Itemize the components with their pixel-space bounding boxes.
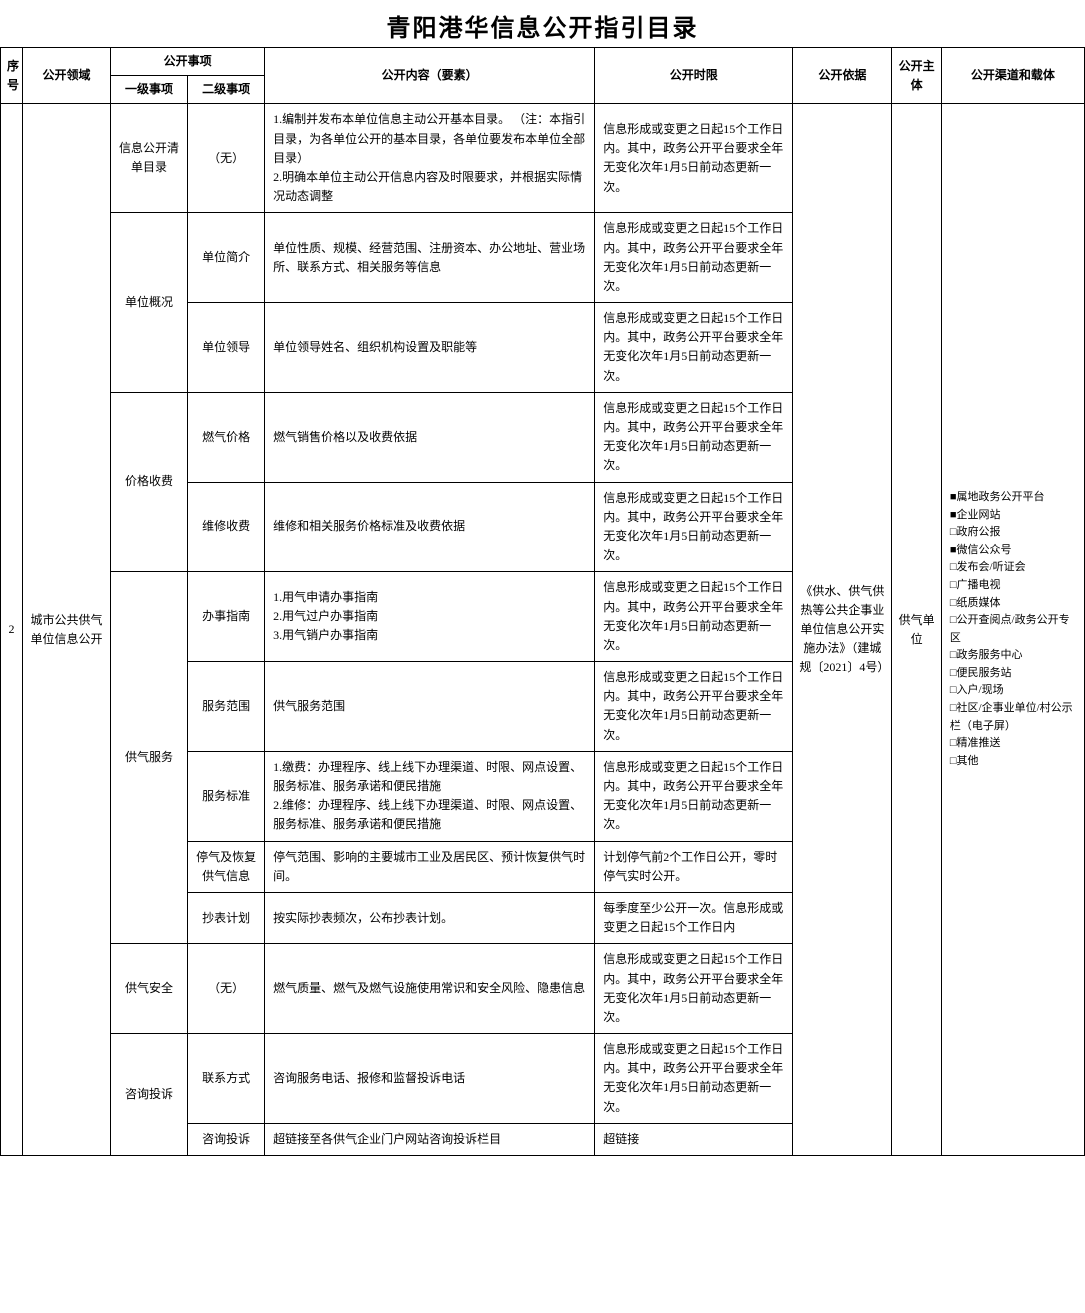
- cell-level2: 停气及恢复供气信息: [188, 841, 265, 892]
- cell-content: 按实际抄表频次，公布抄表计划。: [265, 892, 595, 943]
- cell-content: 维修和相关服务价格标准及收费依据: [265, 482, 595, 572]
- cell-content: 1.缴费：办理程序、线上线下办理渠道、时限、网点设置、服务标准、服务承诺和便民措…: [265, 751, 595, 841]
- cell-timing: 信息形成或变更之日起15个工作日内。其中，政务公开平台要求全年无变化次年1月5日…: [595, 1034, 793, 1124]
- header-basis: 公开依据: [793, 48, 892, 104]
- disclosure-table: 序号 公开领域 公开事项 公开内容（要素） 公开时限 公开依据 公开主体 公开渠…: [0, 47, 1085, 1156]
- cell-level2: 办事指南: [188, 572, 265, 662]
- cell-content: 单位性质、规模、经营范围、注册资本、办公地址、营业场所、联系方式、相关服务等信息: [265, 213, 595, 303]
- cell-level2: 单位领导: [188, 303, 265, 393]
- cell-timing: 信息形成或变更之日起15个工作日内。其中，政务公开平台要求全年无变化次年1月5日…: [595, 213, 793, 303]
- cell-level2: （无）: [188, 944, 265, 1034]
- cell-channel: ■属地政务公开平台 ■企业网站 □政府公报 ■微信公众号 □发布会/听证会 □广…: [941, 104, 1084, 1156]
- cell-timing: 信息形成或变更之日起15个工作日内。其中，政务公开平台要求全年无变化次年1月5日…: [595, 482, 793, 572]
- cell-level2: 服务标准: [188, 751, 265, 841]
- header-channel: 公开渠道和载体: [941, 48, 1084, 104]
- cell-timing: 信息形成或变更之日起15个工作日内。其中，政务公开平台要求全年无变化次年1月5日…: [595, 662, 793, 752]
- cell-timing: 信息形成或变更之日起15个工作日内。其中，政务公开平台要求全年无变化次年1月5日…: [595, 944, 793, 1034]
- header-matter: 公开事项: [111, 48, 265, 76]
- cell-level2: 服务范围: [188, 662, 265, 752]
- cell-timing: 超链接: [595, 1123, 793, 1155]
- cell-content: 单位领导姓名、组织机构设置及职能等: [265, 303, 595, 393]
- cell-domain: 城市公共供气单位信息公开: [23, 104, 111, 1156]
- cell-subject: 供气单位: [892, 104, 942, 1156]
- cell-content: 停气范围、影响的主要城市工业及居民区、预计恢复供气时间。: [265, 841, 595, 892]
- cell-level2: 单位简介: [188, 213, 265, 303]
- cell-content: 1.用气申请办事指南 2.用气过户办事指南 3.用气销户办事指南: [265, 572, 595, 662]
- header-seq: 序号: [1, 48, 23, 104]
- cell-level2: 维修收费: [188, 482, 265, 572]
- cell-content: 1.编制并发布本单位信息主动公开基本目录。 （注：本指引目录，为各单位公开的基本…: [265, 104, 595, 213]
- cell-level1: 单位概况: [111, 213, 188, 393]
- header-content: 公开内容（要素）: [265, 48, 595, 104]
- cell-content: 燃气质量、燃气及燃气设施使用常识和安全风险、隐患信息: [265, 944, 595, 1034]
- table-header: 序号 公开领域 公开事项 公开内容（要素） 公开时限 公开依据 公开主体 公开渠…: [1, 48, 1085, 104]
- cell-content: 咨询服务电话、报修和监督投诉电话: [265, 1034, 595, 1124]
- cell-seq: 2: [1, 104, 23, 1156]
- page-title: 青阳港华信息公开指引目录: [0, 0, 1085, 47]
- cell-level2: （无）: [188, 104, 265, 213]
- cell-level1: 供气服务: [111, 572, 188, 944]
- cell-level2: 燃气价格: [188, 392, 265, 482]
- cell-timing: 信息形成或变更之日起15个工作日内。其中，政务公开平台要求全年无变化次年1月5日…: [595, 392, 793, 482]
- cell-level2: 联系方式: [188, 1034, 265, 1124]
- header-l1: 一级事项: [111, 76, 188, 104]
- cell-level1: 咨询投诉: [111, 1034, 188, 1156]
- cell-level2: 咨询投诉: [188, 1123, 265, 1155]
- cell-level2: 抄表计划: [188, 892, 265, 943]
- cell-level1: 价格收费: [111, 392, 188, 572]
- cell-timing: 信息形成或变更之日起15个工作日内。其中，政务公开平台要求全年无变化次年1月5日…: [595, 751, 793, 841]
- cell-timing: 信息形成或变更之日起15个工作日内。其中，政务公开平台要求全年无变化次年1月5日…: [595, 303, 793, 393]
- cell-level1: 供气安全: [111, 944, 188, 1034]
- table-body: 2城市公共供气单位信息公开信息公开清单目录（无）1.编制并发布本单位信息主动公开…: [1, 104, 1085, 1156]
- cell-basis: 《供水、供气供热等公共企事业单位信息公开实施办法》（建城规〔2021〕4号）: [793, 104, 892, 1156]
- cell-timing: 每季度至少公开一次。信息形成或变更之日起15个工作日内: [595, 892, 793, 943]
- cell-timing: 信息形成或变更之日起15个工作日内。其中，政务公开平台要求全年无变化次年1月5日…: [595, 572, 793, 662]
- cell-content: 供气服务范围: [265, 662, 595, 752]
- cell-level1: 信息公开清单目录: [111, 104, 188, 213]
- header-subject: 公开主体: [892, 48, 942, 104]
- header-domain: 公开领域: [23, 48, 111, 104]
- cell-timing: 计划停气前2个工作日公开，零时停气实时公开。: [595, 841, 793, 892]
- cell-content: 超链接至各供气企业门户网站咨询投诉栏目: [265, 1123, 595, 1155]
- header-timing: 公开时限: [595, 48, 793, 104]
- cell-content: 燃气销售价格以及收费依据: [265, 392, 595, 482]
- cell-timing: 信息形成或变更之日起15个工作日内。其中，政务公开平台要求全年无变化次年1月5日…: [595, 104, 793, 213]
- table-row: 2城市公共供气单位信息公开信息公开清单目录（无）1.编制并发布本单位信息主动公开…: [1, 104, 1085, 213]
- header-l2: 二级事项: [188, 76, 265, 104]
